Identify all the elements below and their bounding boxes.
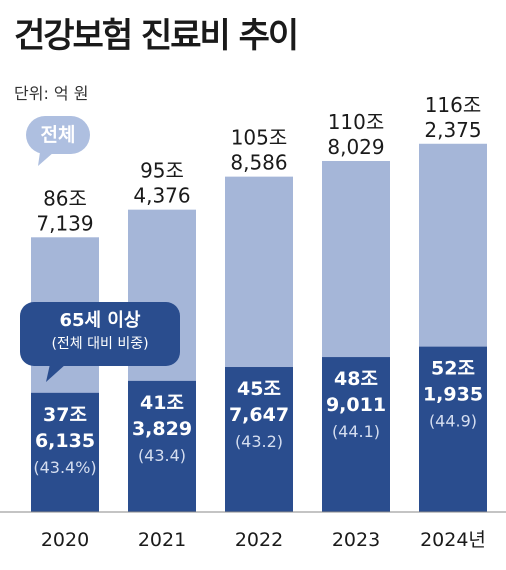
senior-share-label: (44.1) bbox=[332, 422, 380, 441]
senior-bar bbox=[322, 357, 390, 512]
senior-share-label: (43.4%) bbox=[33, 458, 96, 477]
total-value-label: 116조 bbox=[425, 93, 482, 117]
unit-label: 단위: 억 원 bbox=[14, 84, 89, 103]
senior-value-label: 45조 bbox=[237, 378, 281, 400]
total-value-label: 4,376 bbox=[133, 184, 190, 208]
senior-value-label: 37조 bbox=[43, 404, 87, 426]
total-value-label: 2,375 bbox=[424, 118, 481, 142]
callout-tail bbox=[46, 364, 66, 382]
total-value-label: 8,586 bbox=[230, 151, 287, 175]
total-badge: 전체 bbox=[26, 116, 90, 154]
senior-value-label: 7,647 bbox=[229, 404, 289, 426]
total-value-label: 8,029 bbox=[327, 135, 384, 159]
senior-share-label: (43.2) bbox=[235, 432, 283, 451]
senior-value-label: 9,011 bbox=[326, 394, 386, 416]
total-value-label: 7,139 bbox=[36, 211, 93, 235]
senior-value-label: 41조 bbox=[140, 392, 184, 414]
senior-bar bbox=[419, 346, 487, 512]
total-value-label: 86조 bbox=[43, 186, 87, 210]
total-value-label: 105조 bbox=[231, 126, 288, 150]
total-badge-tail bbox=[38, 152, 54, 166]
total-value-label: 95조 bbox=[140, 159, 184, 183]
x-tick-label: 2020 bbox=[41, 529, 89, 551]
total-value-label: 110조 bbox=[328, 110, 385, 134]
senior-value-label: 52조 bbox=[431, 358, 475, 380]
senior-share-label: (44.9) bbox=[429, 412, 477, 431]
senior-callout: 65세 이상 (전체 대비 비중) bbox=[20, 302, 180, 366]
senior-share-label: (43.4) bbox=[138, 446, 186, 465]
x-tick-label: 2024년 bbox=[420, 529, 486, 551]
senior-bar bbox=[128, 380, 196, 512]
senior-bar bbox=[31, 392, 99, 512]
senior-value-label: 3,829 bbox=[132, 418, 192, 440]
senior-value-label: 6,135 bbox=[35, 430, 95, 452]
senior-bar bbox=[225, 367, 293, 512]
senior-value-label: 48조 bbox=[334, 368, 378, 390]
x-tick-label: 2022 bbox=[235, 529, 283, 551]
callout-title: 65세 이상 bbox=[59, 310, 141, 331]
senior-value-label: 1,935 bbox=[423, 384, 483, 406]
callout-subtitle: (전체 대비 비중) bbox=[51, 336, 149, 352]
x-tick-label: 2023 bbox=[332, 529, 380, 551]
x-tick-label: 2021 bbox=[138, 529, 186, 551]
chart-title: 건강보험 진료비 추이 bbox=[14, 16, 299, 56]
